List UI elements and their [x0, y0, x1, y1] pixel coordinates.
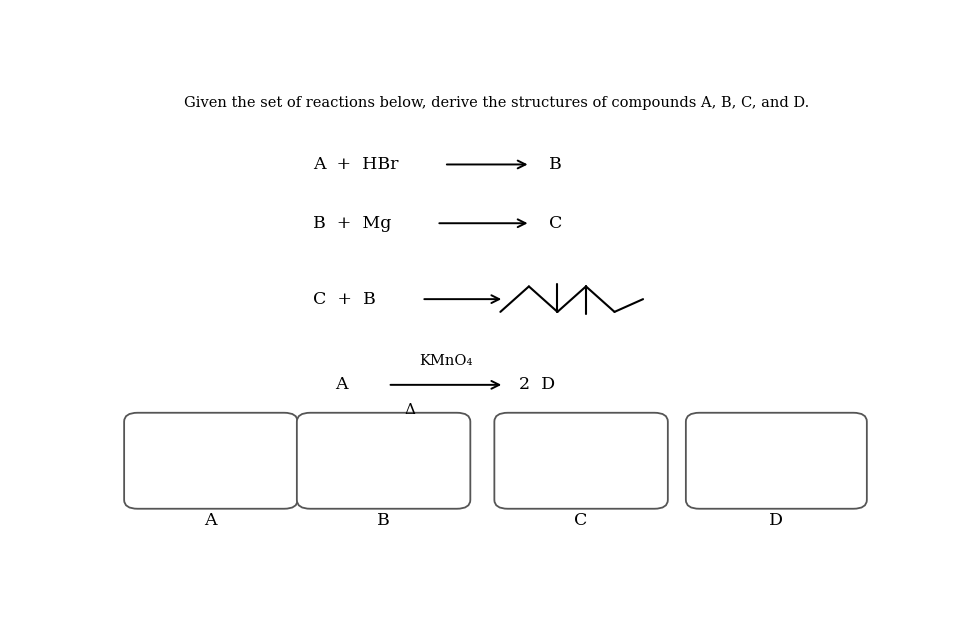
Text: A: A — [204, 513, 217, 530]
FancyBboxPatch shape — [686, 413, 867, 509]
Text: A: A — [335, 377, 348, 393]
Text: B: B — [549, 156, 562, 173]
Text: C: C — [574, 513, 587, 530]
FancyBboxPatch shape — [297, 413, 470, 509]
FancyBboxPatch shape — [124, 413, 297, 509]
FancyBboxPatch shape — [494, 413, 668, 509]
Text: D: D — [769, 513, 783, 530]
Text: KMnO₄: KMnO₄ — [419, 354, 472, 368]
Text: 2  D: 2 D — [519, 377, 555, 393]
Text: B  +  Mg: B + Mg — [313, 215, 391, 232]
Text: C  +  B: C + B — [313, 291, 375, 308]
Text: B: B — [377, 513, 390, 530]
Text: Δ: Δ — [405, 403, 416, 417]
Text: C: C — [549, 215, 563, 232]
Text: Given the set of reactions below, derive the structures of compounds A, B, C, an: Given the set of reactions below, derive… — [184, 96, 809, 110]
Text: A  +  HBr: A + HBr — [313, 156, 398, 173]
